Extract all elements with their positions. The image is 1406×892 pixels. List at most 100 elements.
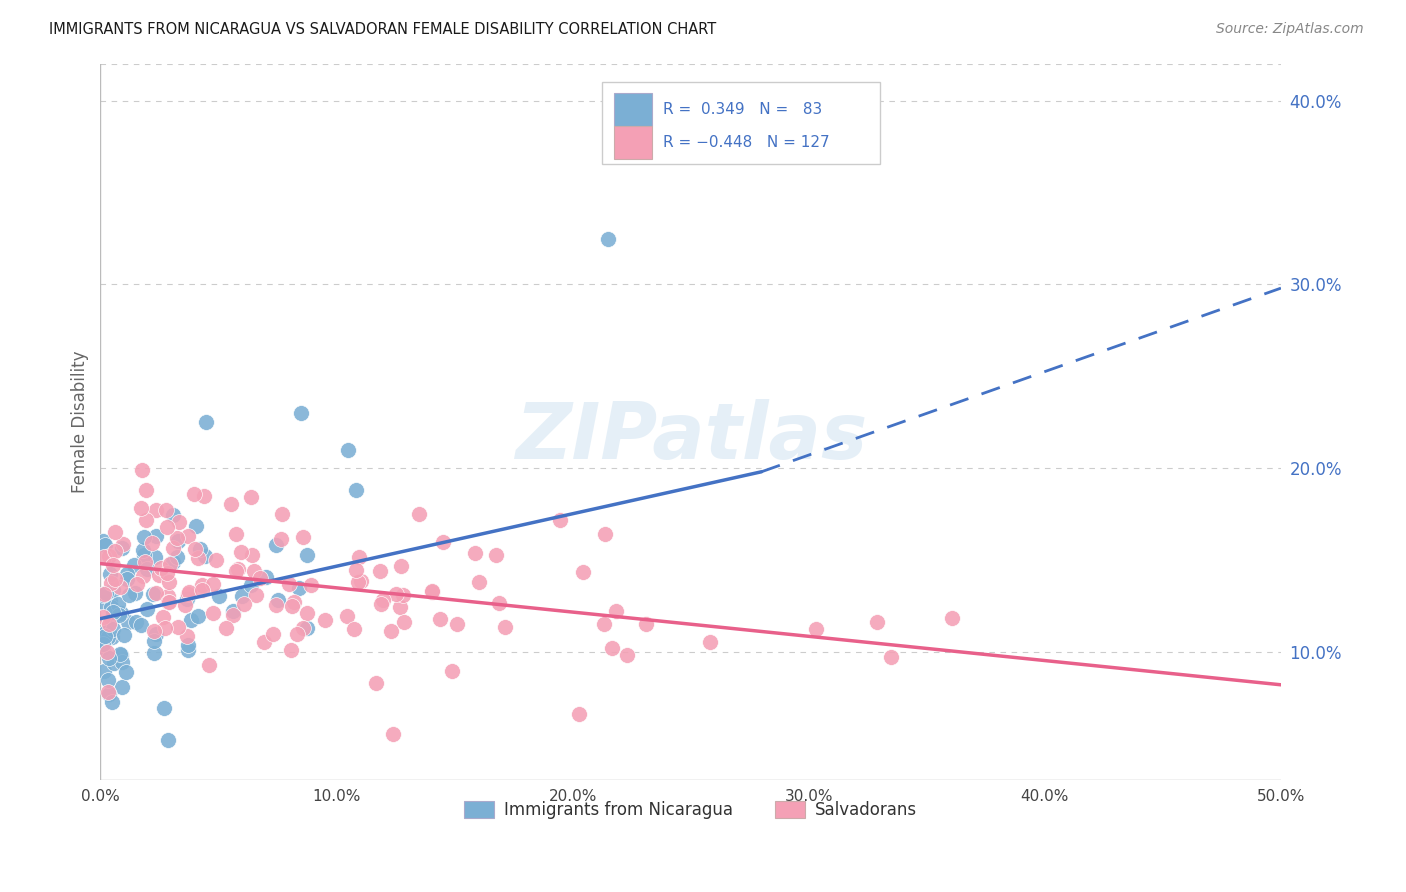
Point — [636, 617, 658, 632]
Point — [91, 609, 114, 624]
Point — [108, 607, 131, 622]
Point — [177, 529, 200, 543]
Point — [337, 442, 360, 457]
Point — [205, 553, 228, 567]
Point — [103, 656, 125, 670]
Point — [143, 549, 166, 564]
Point — [616, 648, 638, 662]
Point — [191, 582, 214, 597]
Point — [98, 566, 121, 581]
Point — [153, 621, 176, 635]
Point — [100, 576, 122, 591]
Point — [371, 593, 394, 607]
Point — [141, 536, 163, 550]
Legend: Immigrants from Nicaragua, Salvadorans: Immigrants from Nicaragua, Salvadorans — [457, 794, 924, 826]
Text: ZIPatlas: ZIPatlas — [515, 399, 866, 475]
Point — [107, 597, 129, 611]
Point — [219, 497, 242, 511]
Point — [96, 645, 118, 659]
Point — [125, 577, 148, 591]
Point — [446, 617, 468, 632]
Point — [91, 640, 114, 655]
Point — [568, 707, 591, 722]
Point — [605, 604, 627, 618]
Point — [162, 508, 184, 522]
Point — [941, 610, 963, 624]
Point — [225, 564, 247, 578]
Point — [385, 587, 408, 601]
Point — [187, 551, 209, 566]
Point — [193, 489, 215, 503]
Point — [370, 597, 392, 611]
Point — [176, 638, 198, 652]
Point — [131, 463, 153, 477]
Point — [184, 519, 207, 533]
Point — [420, 585, 443, 599]
Point — [157, 733, 180, 747]
Point — [179, 585, 201, 599]
Point — [180, 614, 202, 628]
Point — [143, 633, 166, 648]
Point — [600, 640, 623, 655]
Point — [270, 532, 292, 546]
Point — [593, 527, 616, 541]
Point — [249, 571, 271, 585]
Point — [101, 695, 124, 709]
Point — [242, 564, 264, 578]
Point — [290, 406, 312, 420]
Point — [115, 665, 138, 679]
Point — [104, 572, 127, 586]
Point — [104, 543, 127, 558]
Point — [136, 602, 159, 616]
Point — [118, 588, 141, 602]
Point — [283, 595, 305, 609]
Point — [156, 520, 179, 534]
Point — [112, 628, 135, 642]
Point — [135, 483, 157, 497]
Point — [336, 609, 359, 624]
Point — [191, 578, 214, 592]
Point — [162, 541, 184, 555]
Point — [149, 561, 172, 575]
Point — [132, 542, 155, 557]
Point — [285, 627, 308, 641]
Point — [97, 685, 120, 699]
Point — [93, 550, 115, 565]
Point — [596, 231, 619, 245]
Point — [129, 500, 152, 515]
Point — [347, 550, 370, 565]
Point — [117, 567, 139, 582]
Point — [380, 624, 402, 639]
Point — [108, 581, 131, 595]
Point — [432, 535, 454, 549]
Point — [245, 588, 267, 602]
Point — [174, 598, 197, 612]
Text: R = −0.448   N = 127: R = −0.448 N = 127 — [664, 136, 830, 151]
Point — [111, 680, 134, 694]
Point — [699, 634, 721, 648]
Point — [344, 483, 367, 498]
Point — [880, 649, 903, 664]
Point — [468, 575, 491, 590]
Point — [278, 576, 301, 591]
Point — [135, 562, 157, 576]
Point — [197, 658, 219, 673]
Point — [225, 526, 247, 541]
Point — [159, 557, 181, 571]
Point — [132, 530, 155, 544]
Point — [297, 606, 319, 620]
Point — [129, 617, 152, 632]
Point — [292, 530, 315, 544]
FancyBboxPatch shape — [602, 82, 880, 164]
Point — [184, 541, 207, 556]
Point — [253, 635, 276, 649]
FancyBboxPatch shape — [614, 93, 652, 126]
Point — [232, 597, 254, 611]
FancyBboxPatch shape — [614, 127, 652, 160]
Point — [270, 508, 292, 522]
Point — [347, 575, 370, 590]
Point — [231, 589, 253, 603]
Point — [93, 586, 115, 600]
Point — [288, 581, 311, 595]
Point — [143, 646, 166, 660]
